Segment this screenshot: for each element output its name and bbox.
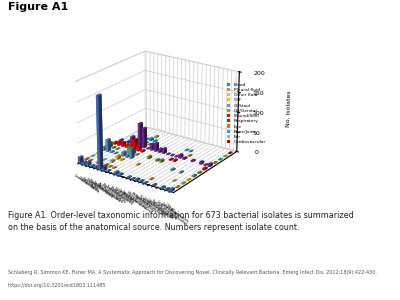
Legend: Blood, Pleural fluid, Other fluid, CSF, GI/Stool, GU/Genital, Wound/Skin, Respir: Blood, Pleural fluid, Other fluid, CSF, … [227,82,266,144]
Text: Figure A1. Order-level taxonomic information for 673 bacterial isolates is summa: Figure A1. Order-level taxonomic informa… [8,212,354,220]
Text: Schlaberg R, Simmon KE, Fisher MA. A Systematic Approach for Discovering Novel, : Schlaberg R, Simmon KE, Fisher MA. A Sys… [8,270,377,275]
Text: Figure A1: Figure A1 [8,2,68,11]
Text: on the basis of the anatomical source. Numbers represent isolate count.: on the basis of the anatomical source. N… [8,224,300,232]
Text: https://doi.org/10.3201/eid1803.111485: https://doi.org/10.3201/eid1803.111485 [8,284,106,289]
